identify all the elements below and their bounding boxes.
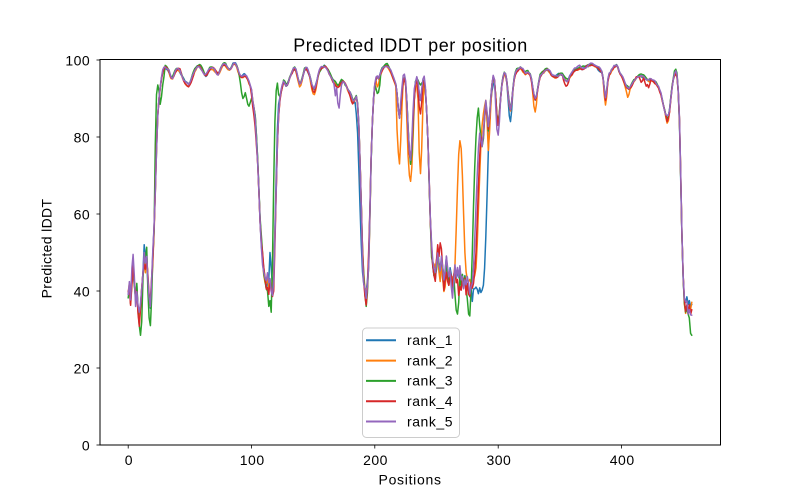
svg-text:rank_3: rank_3 [407, 373, 453, 389]
svg-text:100: 100 [65, 52, 90, 68]
svg-text:Positions: Positions [379, 472, 442, 488]
svg-text:400: 400 [610, 452, 635, 468]
svg-text:40: 40 [74, 283, 91, 299]
svg-text:rank_5: rank_5 [407, 413, 453, 429]
svg-text:200: 200 [363, 452, 388, 468]
svg-text:0: 0 [125, 452, 133, 468]
svg-text:60: 60 [74, 206, 91, 222]
svg-text:300: 300 [486, 452, 511, 468]
svg-text:rank_2: rank_2 [407, 352, 453, 368]
svg-text:Predicted lDDT: Predicted lDDT [39, 198, 55, 298]
svg-text:0: 0 [82, 437, 90, 453]
svg-text:rank_4: rank_4 [407, 393, 453, 409]
svg-text:rank_1: rank_1 [407, 332, 453, 348]
svg-text:80: 80 [74, 129, 91, 145]
svg-text:20: 20 [74, 360, 91, 376]
svg-text:100: 100 [240, 452, 265, 468]
svg-text:Predicted lDDT per position: Predicted lDDT per position [293, 36, 528, 56]
